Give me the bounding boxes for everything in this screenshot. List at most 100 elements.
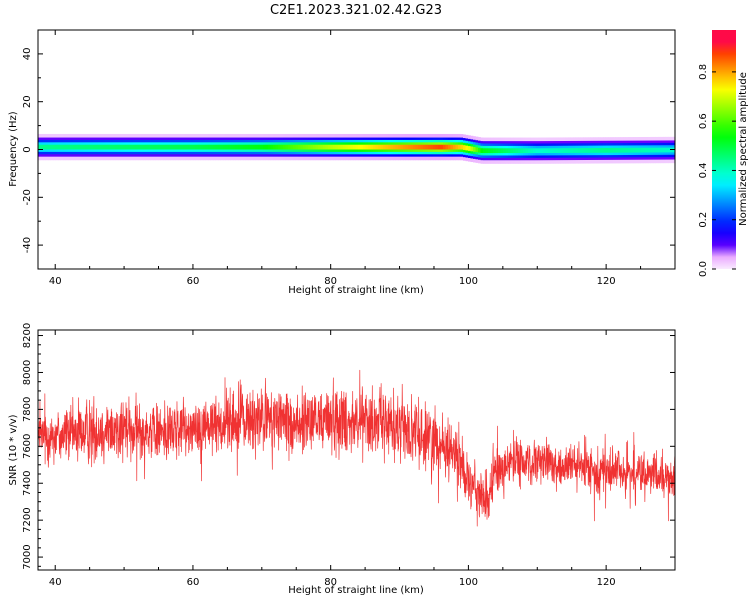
spectrogram-cell [418, 144, 421, 150]
spectrogram-cell [563, 148, 566, 153]
spectrogram-cell [218, 144, 221, 150]
snr-panel: 40 60 80 100 120 7000 7200 7400 7600 7800 8000 8200… [8, 323, 676, 596]
spectrogram-cell [43, 144, 46, 150]
spectrogram-cell [48, 144, 51, 150]
spectrogram-cell [155, 144, 159, 150]
spectrogram-cell [650, 147, 654, 153]
spectrogram-cell [375, 144, 379, 150]
spectrogram-cell [163, 144, 166, 150]
snr-y-tick-label: 7800 [22, 397, 33, 422]
spectrogram-cell [193, 144, 196, 150]
spectrogram-cell [595, 147, 599, 153]
spectrogram-cell [95, 144, 99, 150]
spectrogram-cell [100, 144, 104, 150]
colorbar-tick-label: 0.6 [698, 113, 709, 129]
spectrogram-cell [325, 144, 329, 150]
snr-ticks: 40 60 80 100 120 7000 7200 7400 7600 7800 8000 8200 [22, 323, 676, 588]
spectrogram-cell [130, 144, 134, 150]
spectrogram-cell [513, 148, 516, 154]
spectrogram-cell [305, 144, 309, 150]
spectrogram-cell [188, 144, 191, 150]
spectrogram-cell [303, 144, 306, 150]
snr-x-axis-label: Height of straight line (km) [288, 585, 424, 596]
spectrogram-cell [528, 148, 531, 154]
spectrogram-marks [38, 133, 675, 164]
spectrogram-cell [45, 144, 49, 150]
spectrogram-cell [140, 144, 144, 150]
spectrogram-cell [345, 144, 349, 150]
spectrogram-cell [115, 144, 119, 150]
spectrogram-cell [323, 144, 326, 150]
spectrogram-cell [383, 144, 386, 150]
spectrogram-cell [555, 148, 559, 153]
spectrogram-cell [665, 147, 669, 153]
spectrogram-cell [295, 144, 299, 150]
spectrogram-cell [210, 144, 214, 150]
snr-y-axis-label: SNR (10 * v/v) [8, 414, 19, 485]
spectrogram-cell [180, 144, 184, 150]
spectrogram-cell [668, 147, 671, 153]
spectrogram-cell [125, 144, 129, 150]
spectrogram-cell [63, 144, 66, 150]
snr-x-tick-label: 40 [49, 577, 62, 588]
spectrogram-cell [348, 144, 351, 150]
spectrogram-cell [458, 144, 461, 150]
spectrogram-cell [568, 148, 571, 153]
spectrogram-cell [228, 144, 231, 150]
spectrogram-cell [370, 144, 374, 150]
spectrogram-cell [340, 144, 344, 150]
spectrogram-cell [473, 146, 476, 152]
spectrogram-cell [58, 144, 61, 150]
spectrogram-cell [635, 147, 639, 153]
snr-x-tick-label: 120 [597, 577, 616, 588]
spectrogram-cell [510, 148, 514, 154]
spectrogram-cell [573, 148, 576, 153]
spectrogram-cell [175, 144, 179, 150]
spectrogram-cell [70, 144, 74, 150]
spectrogram-cell [108, 144, 111, 150]
spectrogram-cell [168, 144, 171, 150]
spectrogram-cell [330, 144, 334, 150]
spectrogram-cell [545, 148, 549, 154]
spectrogram-cell [310, 144, 314, 150]
spectrogram-cell [600, 147, 604, 153]
spectrogram-x-tick-label: 80 [324, 276, 337, 287]
spectrogram-cell [105, 144, 109, 150]
spectrogram-cell [238, 144, 241, 150]
spectrogram-y-tick-label: 0 [22, 146, 33, 152]
spectrogram-cell [538, 148, 541, 154]
spectrogram-cell [443, 144, 446, 150]
spectrogram-cell [343, 144, 346, 150]
spectrogram-cell [560, 148, 564, 153]
spectrogram-cell [398, 144, 401, 150]
snr-y-tick-label: 7600 [22, 434, 33, 459]
spectrogram-cell [225, 144, 229, 150]
spectrogram-x-tick-label: 60 [187, 276, 200, 287]
snr-y-tick-label: 7400 [22, 471, 33, 496]
spectrogram-cell [515, 148, 519, 154]
spectrogram-cell [318, 144, 321, 150]
spectrogram-cell [173, 144, 176, 150]
snr-y-tick-label: 8200 [22, 323, 33, 348]
spectrogram-x-tick-label: 100 [459, 276, 478, 287]
spectrogram-cell [395, 144, 399, 150]
colorbar-label: Normalized spectral amplitude [738, 72, 749, 226]
spectrogram-cell [178, 144, 181, 150]
spectrogram-cell [628, 147, 631, 153]
spectrogram-cell [250, 144, 254, 150]
spectrogram-cell [300, 144, 304, 150]
spectrogram-cell [403, 144, 406, 150]
colorbar-tick-label: 0.4 [698, 162, 709, 178]
spectrogram-cell [103, 144, 106, 150]
spectrogram-cell [533, 148, 536, 154]
spectrogram-cell [290, 144, 294, 150]
spectrogram-cell [620, 147, 624, 153]
spectrogram-cell [378, 144, 381, 150]
spectrogram-cell [75, 144, 79, 150]
spectrogram-cell [200, 144, 204, 150]
spectrogram-cell [535, 148, 539, 154]
spectrogram-cell [148, 144, 151, 150]
spectrogram-y-tick-label: 40 [22, 48, 33, 61]
spectrogram-cell [428, 144, 431, 150]
spectrogram-cell [543, 148, 546, 154]
